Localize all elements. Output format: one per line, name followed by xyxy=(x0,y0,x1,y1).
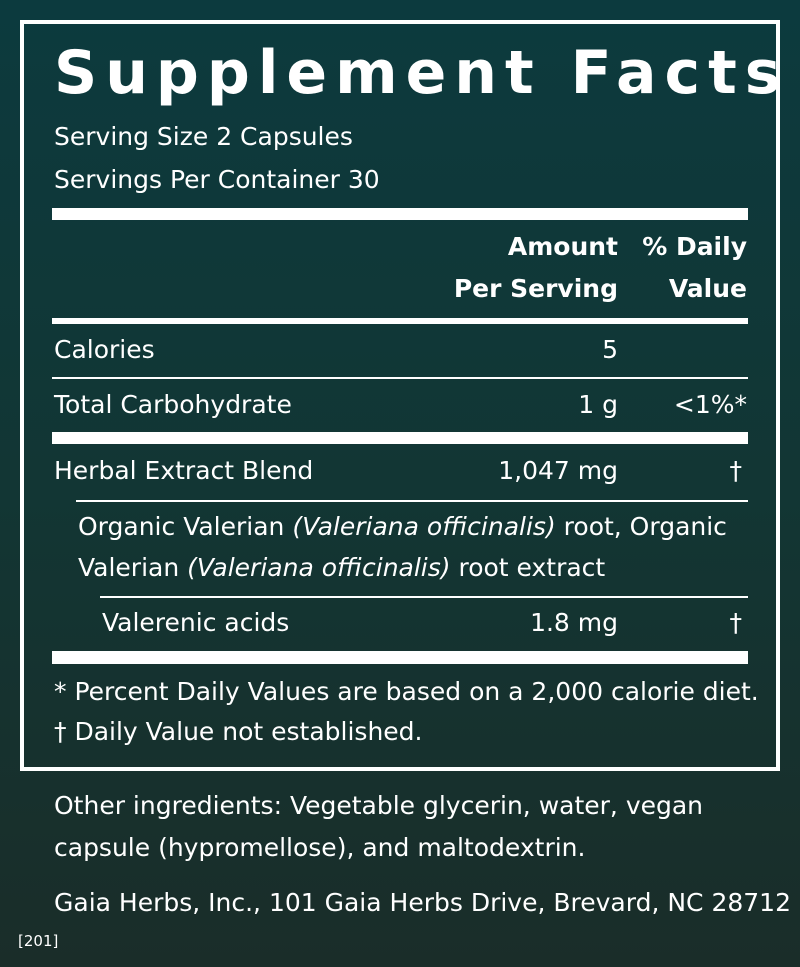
supplement-facts-panel xyxy=(20,20,780,771)
row-name-calories: Calories xyxy=(54,335,155,364)
manufacturer-address: Gaia Herbs, Inc., 101 Gaia Herbs Drive, … xyxy=(54,888,791,917)
thick-divider xyxy=(52,432,748,444)
row-amount-carbohydrate: 1 g xyxy=(578,390,618,419)
row-amount-blend: 1,047 mg xyxy=(498,456,618,485)
footnote-daily-values: * Percent Daily Values are based on a 2,… xyxy=(54,677,759,706)
medium-divider xyxy=(52,318,748,324)
blend-description-line2: Valerian (Valeriana officinalis) root ex… xyxy=(78,553,605,583)
thin-divider xyxy=(52,377,748,379)
row-amount-calories: 5 xyxy=(602,335,618,364)
thick-divider xyxy=(52,651,748,664)
row-dv-valerenic: † xyxy=(729,608,743,637)
row-name-blend: Herbal Extract Blend xyxy=(54,456,314,485)
row-amount-valerenic: 1.8 mg xyxy=(530,608,618,637)
dv-header-line1: % Daily xyxy=(642,232,747,261)
blend-description-line1: Organic Valerian (Valeriana officinalis)… xyxy=(78,512,727,542)
panel-title: Supplement Facts xyxy=(54,38,789,108)
thick-divider xyxy=(52,208,748,220)
daily-value-header: % Daily Value xyxy=(642,226,747,310)
blend-text: root extract xyxy=(450,553,606,582)
footnote-not-established: † Daily Value not established. xyxy=(54,717,423,746)
dv-header-line2: Value xyxy=(668,274,747,303)
serving-size: Serving Size 2 Capsules xyxy=(54,122,353,151)
other-ingredients-line2: capsule (hypromellose), and maltodextrin… xyxy=(54,833,586,862)
blend-text: root, Organic xyxy=(555,512,727,541)
blend-text: Organic Valerian xyxy=(78,512,293,541)
row-dv-carbohydrate: <1%* xyxy=(673,390,747,419)
amount-header: Amount Per Serving xyxy=(454,226,618,310)
amount-header-line1: Amount xyxy=(507,232,618,261)
row-name-carbohydrate: Total Carbohydrate xyxy=(54,390,292,419)
row-name-valerenic: Valerenic acids xyxy=(102,608,290,637)
latin-name: (Valeriana officinalis) xyxy=(292,512,556,541)
thin-divider xyxy=(100,596,748,598)
label-code: [201] xyxy=(18,932,59,950)
servings-per-container: Servings Per Container 30 xyxy=(54,165,380,194)
amount-header-line2: Per Serving xyxy=(453,274,618,303)
blend-text: Valerian xyxy=(78,553,188,582)
latin-name: (Valeriana officinalis) xyxy=(187,553,451,582)
row-dv-blend: † xyxy=(729,456,743,485)
thin-divider xyxy=(76,500,748,502)
other-ingredients-line1: Other ingredients: Vegetable glycerin, w… xyxy=(54,791,704,820)
